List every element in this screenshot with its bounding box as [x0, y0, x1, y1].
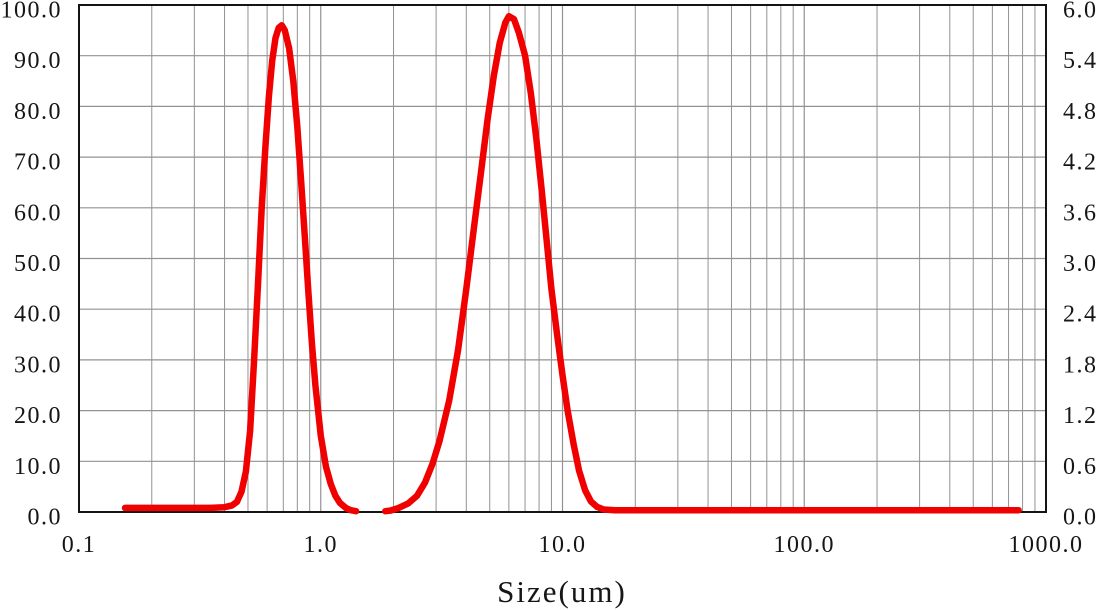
- y-left-tick-label: 50.0: [14, 251, 62, 277]
- gridlines: [79, 5, 1046, 512]
- y-left-tick-label: 70.0: [14, 150, 62, 176]
- y-left-tick-label: 100.0: [1, 0, 63, 24]
- y-left-tick-label: 80.0: [14, 99, 62, 125]
- y-left-tick-label: 0.0: [28, 505, 63, 531]
- particle-size-frequency-distribution-segment: [382, 12, 1022, 515]
- x-tick-label: 10.0: [539, 532, 587, 558]
- y-axis-right-tick-labels: 6.0 5.4 4.8 4.2 3.6 3.0 2.4 1.8 1.2 0.6 0.0: [1063, 0, 1098, 531]
- y-left-tick-label: 90.0: [14, 48, 62, 74]
- y-axis-left-tick-labels: 100.0 90.0 80.0 70.0 60.0 50.0 40.0 30.0 20.0 10.…: [1, 0, 63, 531]
- y-left-tick-label: 40.0: [14, 302, 62, 328]
- x-tick-label: 100.0: [774, 532, 836, 558]
- y-right-tick-label: 2.4: [1063, 302, 1098, 328]
- y-right-tick-label: 3.0: [1063, 251, 1098, 277]
- x-axis-tick-labels: 0.1 1.0 10.0 100.0 1000.0: [62, 532, 1084, 558]
- y-left-tick-label: 60.0: [14, 200, 62, 226]
- y-right-tick-label: 1.8: [1063, 352, 1098, 378]
- y-right-tick-label: 1.2: [1063, 403, 1098, 429]
- x-tick-label: 1.0: [304, 532, 339, 558]
- y-right-tick-label: 0.0: [1063, 505, 1098, 531]
- x-tick-label: 1000.0: [1009, 532, 1084, 558]
- y-right-tick-label: 3.6: [1063, 200, 1098, 226]
- y-right-tick-label: 4.2: [1063, 150, 1098, 176]
- y-left-tick-label: 10.0: [14, 454, 62, 480]
- x-axis-title: Size(um): [497, 574, 627, 609]
- y-right-tick-label: 4.8: [1063, 99, 1098, 125]
- y-left-tick-label: 20.0: [14, 403, 62, 429]
- y-right-tick-label: 0.6: [1063, 454, 1098, 480]
- y-right-tick-label: 5.4: [1063, 48, 1098, 74]
- x-tick-label: 0.1: [62, 532, 97, 558]
- plot-border: [78, 4, 1047, 513]
- y-right-tick-label: 6.0: [1063, 0, 1098, 24]
- distribution-curve: [121, 12, 1022, 515]
- y-left-tick-label: 30.0: [14, 352, 62, 378]
- particle-size-frequency-distribution-segment: [121, 22, 360, 515]
- plot-frame: [78, 4, 1047, 513]
